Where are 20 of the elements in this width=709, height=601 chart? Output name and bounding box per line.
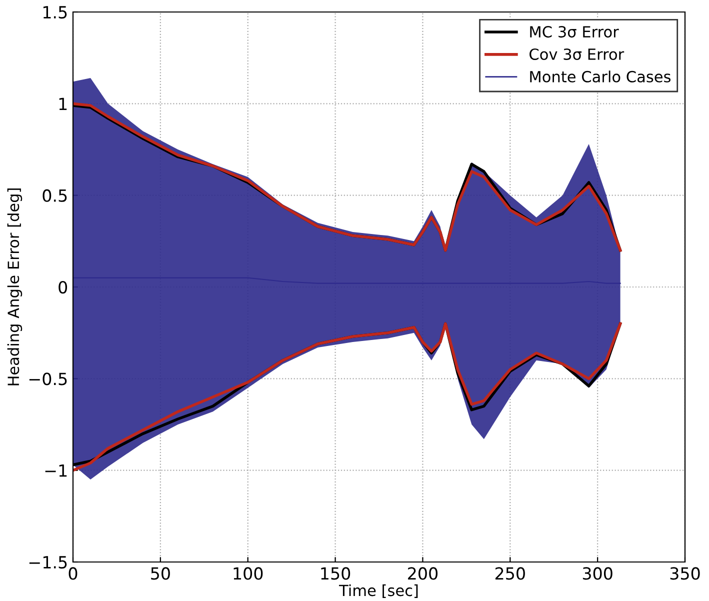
legend-label: MC 3σ Error: [530, 26, 619, 38]
y-tick-label: 0: [58, 280, 68, 294]
y-tick-label: −1: [45, 464, 67, 477]
x-axis-title: Time [sec]: [338, 584, 418, 598]
x-tick-label: 0: [68, 567, 78, 580]
x-tick-label: 50: [151, 567, 170, 580]
x-tick-label: 350: [670, 567, 700, 580]
x-tick-label: 100: [234, 567, 263, 580]
x-tick-label: 200: [408, 567, 438, 580]
x-tick-label: 300: [582, 567, 612, 580]
y-tick-label: −1.5: [29, 556, 67, 569]
legend-label: Monte Carlo Cases: [530, 70, 671, 82]
y-axis-title: Heading Angle Error [deg]: [7, 188, 22, 386]
y-tick-label: 1.5: [43, 6, 67, 19]
y-tick-label: 0.5: [42, 189, 67, 202]
legend-label: Cov 3σ Error: [530, 48, 624, 60]
x-tick-label: 150: [321, 567, 350, 580]
y-tick-label: −0.5: [29, 372, 67, 386]
x-tick-label: 250: [495, 567, 525, 580]
y-tick-label: 1: [59, 98, 67, 110]
